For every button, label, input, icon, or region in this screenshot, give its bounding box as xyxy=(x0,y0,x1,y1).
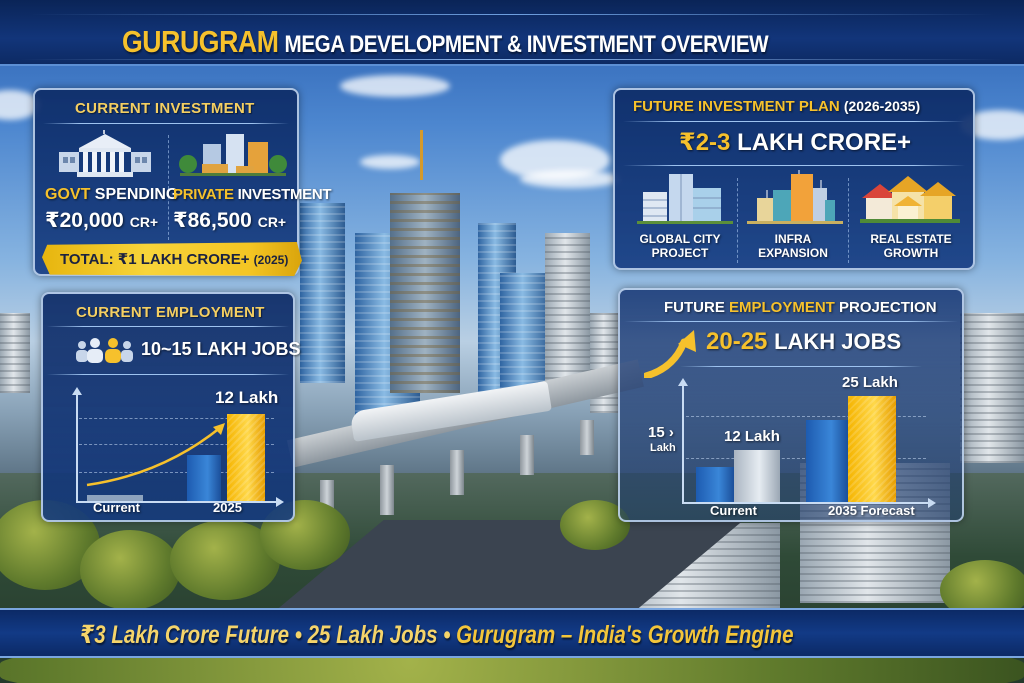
divider xyxy=(680,366,922,367)
panel-title: CURRENT INVESTMENT xyxy=(75,100,255,117)
pillar xyxy=(380,465,394,515)
x-axis-arrow xyxy=(928,498,936,508)
pillar xyxy=(580,420,594,455)
upward-arrow-icon xyxy=(644,330,696,378)
title-banner: GURUGRAM MEGA DEVELOPMENT & INVESTMENT O… xyxy=(0,0,1024,66)
divider xyxy=(848,178,849,263)
title-highlight: GURUGRAM xyxy=(122,24,279,59)
current-employment-panel: CURRENT EMPLOYMENT 10~15 LAKH JOBS 12 La… xyxy=(41,292,301,522)
bar-2025-blue xyxy=(187,455,221,501)
bar-value-label-current: 12 Lakh xyxy=(724,428,780,445)
bar-2025-gold xyxy=(227,414,265,501)
divider xyxy=(623,121,965,122)
divider xyxy=(47,326,289,327)
cloud xyxy=(520,170,620,188)
private-investment-value: ₹86,500 CR+ xyxy=(173,209,287,232)
total-investment-banner: TOTAL: ₹1 LAKH CRORE+ (2025) xyxy=(42,242,302,276)
city-buildings-icon xyxy=(179,134,287,176)
global-city-project-label: GLOBAL CITY PROJECT xyxy=(639,232,721,260)
bar-current xyxy=(87,495,143,501)
tree xyxy=(80,530,180,610)
y-axis-arrow xyxy=(678,378,688,386)
title-rest: MEGA DEVELOPMENT & INVESTMENT OVERVIEW xyxy=(284,31,769,58)
divider xyxy=(43,123,289,124)
bar-2035-gold xyxy=(848,396,896,502)
page-title: GURUGRAM MEGA DEVELOPMENT & INVESTMENT O… xyxy=(122,24,769,60)
gridline xyxy=(686,416,926,417)
y-axis-arrow xyxy=(72,387,82,395)
divider xyxy=(624,321,958,322)
total-investment-text: TOTAL: ₹1 LAKH CRORE+ (2025) xyxy=(60,251,289,268)
private-investment-label: PRIVATE INVESTMENT xyxy=(173,186,332,203)
real-estate-growth-label: REAL ESTATE GROWTH xyxy=(870,232,952,260)
x-axis xyxy=(76,501,276,503)
growth-arrow-icon xyxy=(86,423,225,487)
x-label-current: Current xyxy=(710,503,757,518)
divider xyxy=(737,178,738,263)
gridline xyxy=(79,418,274,419)
pillar xyxy=(520,435,534,475)
building xyxy=(300,203,345,383)
panel-title: FUTURE EMPLOYMENT PROJECTION xyxy=(664,299,937,316)
divider xyxy=(47,374,289,375)
y-axis-label-value: 15 › xyxy=(648,424,674,441)
footer-tagline: ₹3 Lakh Crore Future • 25 Lakh Jobs • Gu… xyxy=(80,621,794,649)
panel-title: CURRENT EMPLOYMENT xyxy=(76,304,265,321)
building xyxy=(0,313,30,393)
cloud xyxy=(340,75,450,97)
current-jobs-value: 10~15 LAKH JOBS xyxy=(141,339,301,359)
government-building-icon xyxy=(59,130,151,177)
divider xyxy=(168,135,169,240)
houses-icon xyxy=(860,176,960,223)
bars xyxy=(79,394,274,501)
people-group-icon xyxy=(76,338,133,363)
building xyxy=(960,313,1024,463)
bar-current-silver xyxy=(734,450,780,502)
x-label-2025: 2025 xyxy=(213,500,242,515)
future-investment-panel: FUTURE INVESTMENT PLAN (2026-2035) ₹2-3 … xyxy=(613,88,975,270)
bar-2035-blue xyxy=(806,420,848,502)
x-label-current: Current xyxy=(93,500,140,515)
bars xyxy=(684,380,928,502)
bar-current-blue xyxy=(696,467,734,502)
x-axis-arrow xyxy=(276,497,284,507)
bar-value-label-2035: 25 Lakh xyxy=(842,374,898,391)
pillar xyxy=(450,450,464,495)
future-jobs-value: 20-25 LAKH JOBS xyxy=(706,328,902,355)
govt-spending-label: GOVT SPENDING xyxy=(45,186,179,203)
cloud xyxy=(360,155,420,169)
infrastructure-icon xyxy=(747,170,843,224)
y-axis xyxy=(682,386,684,502)
x-label-2035-forecast: 2035 Forecast xyxy=(828,503,915,518)
skyscraper-icon xyxy=(637,174,733,224)
footer-banner: ₹3 Lakh Crore Future • 25 Lakh Jobs • Gu… xyxy=(0,608,1024,658)
infra-expansion-label: INFRA EXPANSION xyxy=(758,232,828,260)
govt-spending-value: ₹20,000 CR+ xyxy=(45,209,159,232)
panel-title: FUTURE INVESTMENT PLAN (2026-2035) xyxy=(633,98,921,115)
building-under-construction xyxy=(390,193,460,393)
gridline xyxy=(79,472,274,473)
divider xyxy=(623,165,965,166)
future-employment-panel: FUTURE EMPLOYMENT PROJECTION 20-25 LAKH … xyxy=(618,288,964,522)
crane xyxy=(420,130,423,180)
bar-value-label: 12 Lakh xyxy=(215,388,279,407)
building xyxy=(545,233,590,393)
future-investment-amount: ₹2-3 LAKH CRORE+ xyxy=(679,129,912,156)
gridline xyxy=(79,444,274,445)
x-axis xyxy=(682,502,928,504)
y-axis xyxy=(76,394,78,501)
y-axis-label-unit: Lakh xyxy=(650,442,676,454)
